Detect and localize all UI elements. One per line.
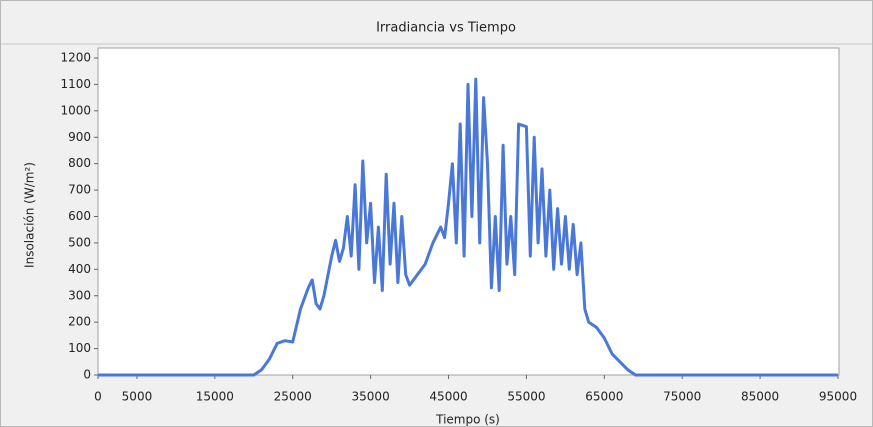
x-tick-label: 55000 bbox=[507, 390, 545, 404]
y-tick-label: 0 bbox=[83, 368, 91, 382]
x-tick-label: 35000 bbox=[352, 390, 390, 404]
x-tick-label: 15000 bbox=[196, 390, 234, 404]
y-tick-label: 400 bbox=[68, 262, 91, 276]
y-tick-label: 500 bbox=[68, 235, 91, 249]
x-axis-label: Tiempo (s) bbox=[435, 413, 500, 427]
x-tick-label: 65000 bbox=[585, 390, 623, 404]
y-tick-label: 800 bbox=[68, 156, 91, 170]
y-tick-label: 200 bbox=[68, 315, 91, 329]
x-tick-label: 85000 bbox=[741, 390, 779, 404]
y-tick-label: 900 bbox=[68, 130, 91, 144]
y-axis-label: Insolación (W/m²) bbox=[23, 162, 37, 268]
y-tick-label: 1100 bbox=[60, 77, 91, 91]
y-tick-label: 100 bbox=[68, 341, 91, 355]
data-line bbox=[98, 77, 838, 377]
x-tick-label: 95000 bbox=[819, 390, 857, 404]
chart-title: Irradiancia vs Tiempo bbox=[376, 21, 516, 36]
x-tick-label: 25000 bbox=[274, 390, 312, 404]
y-tick-label: 1000 bbox=[60, 103, 91, 117]
y-tick-label: 1200 bbox=[60, 51, 91, 65]
y-tick-label: 700 bbox=[68, 183, 91, 197]
x-tick-label: 5000 bbox=[122, 390, 153, 404]
x-tick-label: 45000 bbox=[429, 390, 467, 404]
y-tick-label: 300 bbox=[68, 288, 91, 302]
x-tick-label: 0 bbox=[94, 390, 102, 404]
y-tick-label: 600 bbox=[68, 209, 91, 223]
x-tick-label: 75000 bbox=[663, 390, 701, 404]
